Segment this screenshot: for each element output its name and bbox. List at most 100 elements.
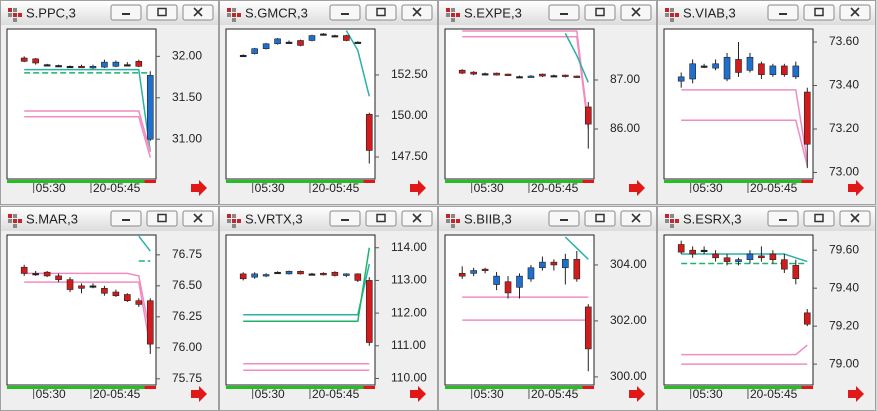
window-title: S.BIIB,3 [464,211,512,226]
close-button[interactable] [620,4,652,21]
time-axis-current [363,180,375,183]
plot-area [225,28,376,180]
close-glyph [850,7,860,17]
indicator-line [24,110,152,152]
restore-button[interactable] [803,210,835,227]
close-button[interactable] [401,4,433,21]
y-tick-label: 112.00 [391,305,427,319]
window-icon [13,219,17,223]
minimize-button[interactable] [767,4,799,21]
minimize-button[interactable] [548,210,580,227]
minimize-button[interactable] [110,210,142,227]
close-button[interactable] [839,210,871,227]
plot-content [677,240,811,365]
title-bar [439,1,656,25]
window-icon [446,214,450,218]
y-tick-label: 75.75 [172,371,202,385]
chart: S.EXPE,3 87.00 86.00 05:30 20-05:45 [438,0,657,205]
restore-glyph [376,7,386,17]
restore-glyph [814,213,824,223]
minimize-button-frame [548,210,580,227]
candle-body [769,65,777,75]
candle-body [735,259,742,262]
candle-body [331,271,339,276]
candle-body [308,35,316,41]
chart-window: S.EXPE,3 87.00 86.00 05:30 20-05:45 [438,0,657,205]
indicator-line [564,33,589,83]
window-icon [8,13,12,17]
restore-button[interactable] [146,4,178,21]
close-glyph [631,7,641,17]
y-tick-label: 111.00 [391,338,426,352]
y-tick-label: 76.75 [172,247,202,261]
plot-content [458,236,592,372]
candle-body [769,253,777,260]
minimize-button-frame [329,210,361,227]
window-icon [675,219,679,223]
candle-body [493,275,500,285]
scroll-arrow[interactable] [410,386,426,402]
restore-button[interactable] [365,210,397,227]
y-tick-label: 79.20 [829,318,859,332]
restore-button[interactable] [146,210,178,227]
scroll-arrow[interactable] [629,386,645,402]
time-axis-bar [7,386,156,389]
window-icon [237,13,241,17]
y-tick-label: 302.00 [610,313,647,327]
scroll-arrow[interactable] [191,180,207,196]
candle-body [146,75,154,140]
candle-body [504,73,512,76]
y-tick-label: 32.00 [172,49,202,63]
candle-body [458,69,466,74]
close-button[interactable] [620,210,652,227]
minimize-button[interactable] [110,4,142,21]
minimize-button[interactable] [548,4,580,21]
y-tick-label: 73.40 [829,78,859,92]
window-icon [451,219,455,223]
candle-body [20,266,28,274]
time-axis-bar [664,180,813,183]
x-tick-label: 20-05:45 [750,181,798,195]
x-tick-label: 05:30 [36,181,66,195]
chart-window: S.PPC,3 32.00 31.50 31.00 05:30 20-05:45 [0,0,219,205]
plot-content [677,42,811,169]
scroll-arrow[interactable] [191,386,207,402]
minimize-button-frame [329,4,361,21]
minimize-button[interactable] [329,210,361,227]
restore-button[interactable] [803,4,835,21]
y-tick-label: 31.50 [172,90,202,104]
minimize-button[interactable] [767,210,799,227]
candle-body [135,300,143,305]
minimize-button-frame [767,210,799,227]
time-axis-current [582,386,594,389]
window-title: S.VRTX,3 [245,211,303,226]
candle-body [573,259,581,280]
scroll-arrow[interactable] [410,180,426,196]
restore-button[interactable] [584,4,616,21]
time-axis-bar [226,386,375,389]
indicator-line [681,344,808,356]
scroll-arrow[interactable] [848,180,864,196]
plot-content [239,30,373,164]
minimize-glyph [779,13,787,15]
plot-area [444,28,595,180]
close-button[interactable] [839,4,871,21]
window-icon [232,18,236,22]
window-icon [665,219,669,223]
x-tick-label: 20-05:45 [312,181,360,195]
candle-body [746,56,754,71]
close-button[interactable] [401,210,433,227]
scroll-arrow[interactable] [848,386,864,402]
candle-body [32,58,39,64]
restore-button[interactable] [365,4,397,21]
minimize-button[interactable] [329,4,361,21]
window-icon [665,8,669,12]
scroll-arrow[interactable] [629,180,645,196]
y-tick-label: 87.00 [610,72,640,86]
restore-button[interactable] [584,210,616,227]
candle-body [262,274,270,277]
candle-body [481,268,489,271]
close-button[interactable] [182,4,214,21]
close-button[interactable] [182,210,214,227]
window-icon [227,219,231,223]
